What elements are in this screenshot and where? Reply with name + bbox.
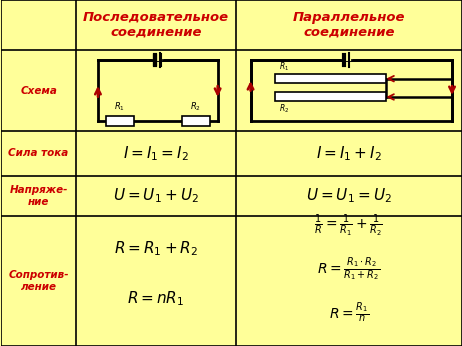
Bar xyxy=(152,59,164,61)
Text: $R_1$: $R_1$ xyxy=(279,61,289,73)
Text: $I = I_1 + I_2$: $I = I_1 + I_2$ xyxy=(316,144,382,163)
Text: $R = \frac{R_1}{n}$: $R = \frac{R_1}{n}$ xyxy=(329,301,369,325)
Text: $R = \frac{R_1 \cdot R_2}{R_1 + R_2}$: $R = \frac{R_1 \cdot R_2}{R_1 + R_2}$ xyxy=(317,255,380,283)
Text: $R_1$: $R_1$ xyxy=(115,100,125,113)
Text: Сопротив-
ление: Сопротив- ление xyxy=(8,270,69,292)
Text: $R = R_1 + R_2$: $R = R_1 + R_2$ xyxy=(114,240,198,258)
Text: Последовательное
соединение: Последовательное соединение xyxy=(83,11,229,39)
Text: $U = U_1 = U_2$: $U = U_1 = U_2$ xyxy=(306,186,392,205)
Text: $U = U_1 + U_2$: $U = U_1 + U_2$ xyxy=(113,186,199,205)
Bar xyxy=(106,116,134,126)
Bar xyxy=(341,59,353,61)
Text: Сила тока: Сила тока xyxy=(8,148,69,158)
Text: $I = I_1 = I_2$: $I = I_1 = I_2$ xyxy=(123,144,188,163)
Text: $\frac{1}{R} = \frac{1}{R_1} + \frac{1}{R_2}$: $\frac{1}{R} = \frac{1}{R_1} + \frac{1}{… xyxy=(314,213,383,239)
Text: $R = nR_1$: $R = nR_1$ xyxy=(127,290,184,308)
Text: $R_2$: $R_2$ xyxy=(279,102,289,115)
Text: $R_2$: $R_2$ xyxy=(190,100,201,113)
Text: Параллельное
соединение: Параллельное соединение xyxy=(292,11,405,39)
Bar xyxy=(275,92,385,101)
Bar xyxy=(275,74,385,83)
Text: Напряже-
ние: Напряже- ние xyxy=(9,185,68,207)
Text: Схема: Схема xyxy=(20,85,57,95)
Bar xyxy=(182,116,210,126)
